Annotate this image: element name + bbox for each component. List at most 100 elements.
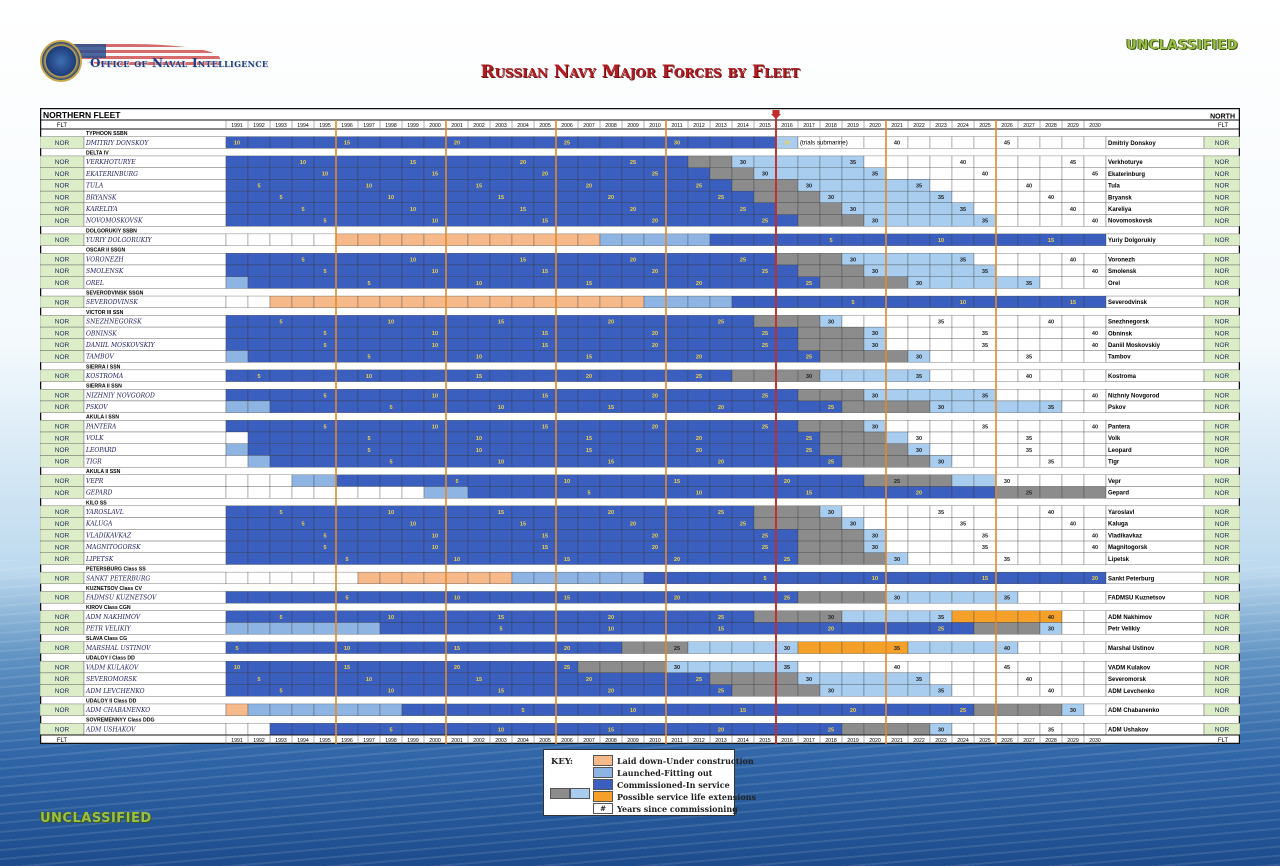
years-in-service-label: 30	[1048, 627, 1054, 633]
timeline-cell-commissioned	[731, 443, 755, 456]
timeline-cell-laid-down	[467, 233, 491, 246]
ship-name: DANIIL MOSKOVSKIY	[85, 342, 156, 349]
year-footer-label: 2019	[847, 738, 859, 744]
timeline-cell-extension	[995, 400, 1019, 413]
year-footer-label: 2023	[935, 738, 947, 744]
timeline-cell-empty	[995, 431, 1019, 444]
fleet-title: NORTHERN FLEET	[43, 110, 121, 120]
timeline-cell-commissioned	[533, 400, 557, 413]
timeline-cell-commissioned	[753, 703, 777, 716]
timeline-cell-laid-down	[511, 233, 535, 246]
timeline-cell-commissioned	[423, 505, 447, 518]
timeline-cell-extension	[753, 517, 777, 530]
year-header-label: 2011	[671, 123, 682, 129]
timeline-cell-empty	[973, 179, 997, 192]
timeline-cell-commissioned	[665, 253, 689, 266]
years-in-service-label: 40	[1092, 393, 1098, 399]
timeline-cell-commissioned	[313, 190, 337, 204]
key-label-launched: Launched-Fitting out	[617, 768, 713, 778]
ship-name: VORONEZH	[86, 256, 124, 263]
timeline-cell-commissioned	[401, 443, 425, 456]
timeline-cell-commissioned	[467, 420, 491, 433]
timeline-cell-commissioned	[489, 202, 513, 215]
years-in-service-label: 20	[916, 491, 922, 497]
timeline-cell-commissioned	[621, 552, 645, 565]
timeline-cell-commissioned	[599, 474, 623, 487]
ship-name-cell-right	[1105, 431, 1205, 444]
timeline-cell-commissioned	[555, 622, 579, 635]
timeline-cell-empty	[885, 420, 909, 433]
timeline-cell-extension	[797, 202, 821, 215]
timeline-cell-commissioned	[357, 264, 381, 277]
timeline-cell-commissioned	[225, 179, 249, 192]
timeline-cell-empty	[973, 661, 997, 674]
years-in-service-label: 15	[542, 331, 548, 337]
timeline-cell-launched	[687, 233, 711, 246]
year-footer-label: 2010	[649, 738, 661, 744]
timeline-cell-empty	[863, 315, 887, 328]
fleet-cell-right	[1203, 233, 1240, 246]
timeline-cell-empty	[885, 529, 909, 542]
years-in-service-label: 5	[829, 238, 832, 244]
timeline-cell-commissioned	[401, 389, 425, 402]
timeline-cell-commissioned	[379, 672, 403, 685]
ship-name-right: Yaroslavl	[1108, 510, 1135, 516]
timeline-cell-commissioned	[467, 517, 491, 530]
years-in-service-label: 25	[762, 545, 768, 551]
timeline-cell-commissioned	[731, 400, 755, 413]
timeline-cell-commissioned	[555, 276, 579, 289]
timeline-cell-commissioned	[665, 571, 689, 584]
timeline-cell-commissioned	[269, 661, 293, 674]
timeline-cell-commissioned	[577, 420, 601, 433]
timeline-cell-commissioned	[555, 505, 579, 518]
years-in-service-label: 20	[608, 510, 614, 516]
timeline-cell-commissioned	[621, 214, 645, 227]
years-in-service-label: 40	[1048, 510, 1054, 516]
timeline-cell-empty	[269, 571, 293, 584]
timeline-cell-commissioned	[445, 389, 469, 402]
key-label-laid-down: Laid down-Under construction	[617, 756, 754, 766]
timeline-cell-empty	[973, 253, 997, 266]
timeline-cell-commissioned	[511, 389, 535, 402]
timeline-cell-commissioned	[335, 253, 359, 266]
years-in-service-label: 35	[1048, 405, 1054, 411]
timeline-cell-extension	[819, 350, 843, 363]
timeline-cell-laid-down	[489, 571, 513, 584]
years-in-service-label: 30	[674, 665, 680, 671]
timeline-cell-extension	[819, 529, 843, 542]
timeline-cell-empty	[1083, 136, 1107, 149]
timeline-cell-laid-down	[357, 295, 381, 308]
timeline-cell-commissioned	[577, 610, 601, 623]
timeline-cell-empty	[1083, 155, 1107, 168]
timeline-cell-empty	[951, 167, 975, 180]
timeline-cell-commissioned	[577, 641, 601, 654]
years-in-service-label: 40	[1048, 319, 1054, 325]
timeline-cell-extension	[841, 443, 865, 456]
timeline-cell-laid-down	[335, 233, 359, 246]
years-in-service-label: 10	[410, 522, 416, 528]
timeline-cell-empty	[1039, 591, 1063, 604]
timeline-cell-commissioned	[709, 591, 733, 604]
timeline-cell-commissioned	[445, 672, 469, 685]
timeline-cell-commissioned	[555, 179, 579, 192]
timeline-cell-commissioned	[555, 167, 579, 180]
timeline-cell-commissioned	[357, 315, 381, 328]
timeline-cell-commissioned	[335, 431, 359, 444]
timeline-cell-empty	[995, 155, 1019, 168]
ship-name: KOSTROMA	[85, 373, 124, 380]
years-in-service-label: 35	[938, 195, 944, 201]
timeline-cell-empty	[1017, 684, 1041, 697]
years-in-service-label: 15	[520, 207, 526, 213]
ship-name-right: Severomorsk	[1108, 677, 1147, 683]
years-in-service-label: 5	[367, 448, 370, 454]
timeline-cell-commissioned	[577, 155, 601, 168]
timeline-cell-empty	[1061, 276, 1085, 289]
year-header-label: 2022	[913, 123, 925, 129]
timeline-cell-extension	[775, 369, 799, 382]
years-in-service-label: 30	[828, 510, 834, 516]
timeline-cell-commissioned	[313, 350, 337, 363]
timeline-cell-commissioned	[753, 591, 777, 604]
timeline-cell-commissioned	[797, 474, 821, 487]
timeline-cell-commissioned	[665, 684, 689, 697]
timeline-cell-commissioned	[775, 326, 799, 339]
